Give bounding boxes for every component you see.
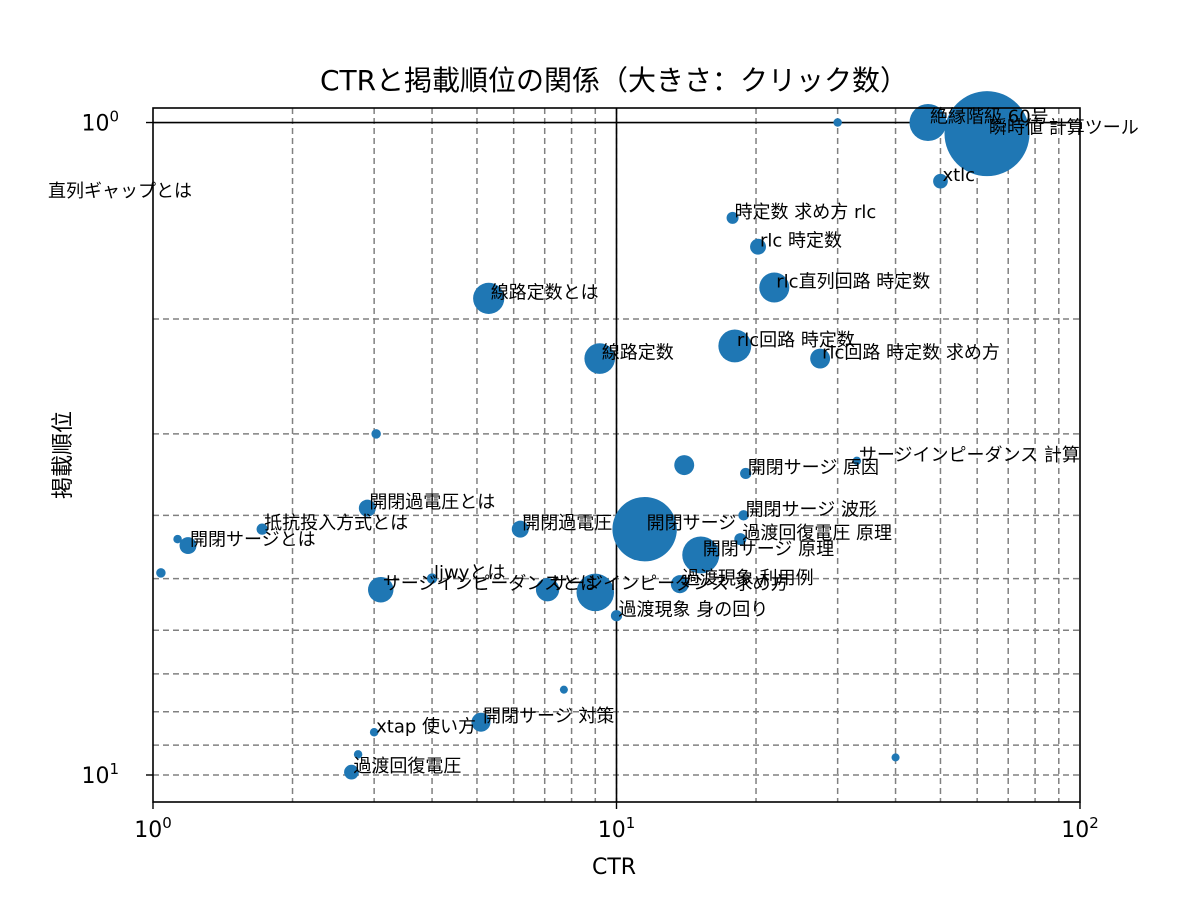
data-point [369, 728, 379, 737]
data-point [256, 523, 268, 535]
data-point [535, 578, 560, 602]
point-label: 開閉サージ [647, 513, 737, 534]
data-point [471, 712, 491, 732]
data-point [358, 499, 376, 517]
point-label: 時定数 求め方 rlc [735, 202, 877, 223]
x-axis-label: CTR [592, 855, 636, 880]
y-tick-exponent: 1 [109, 760, 119, 778]
point-label: サージインピーダンス 計算 [859, 445, 1080, 466]
point-label: 過渡回復電圧 [353, 756, 461, 777]
data-point [740, 467, 752, 480]
data-point [852, 456, 862, 466]
point-label: 開閉サージとは [190, 530, 316, 551]
data-point [759, 272, 790, 303]
point-label: xtap 使い方 [376, 716, 476, 737]
data-point [726, 211, 739, 224]
point-label: xtlc [942, 165, 975, 186]
point-label: 線路定数 [602, 343, 674, 364]
data-point [179, 537, 197, 555]
point-label: サージインピーダンス 求め方 [550, 574, 789, 595]
point-label: rlc回路 時定数 [737, 330, 855, 351]
y-axis-label: 掲載順位 [51, 411, 76, 499]
data-point [718, 329, 752, 363]
x-tick-label: 102 [1061, 814, 1099, 843]
data-point [734, 533, 747, 546]
data-point [473, 282, 505, 314]
point-label: 過渡現象 利用例 [682, 568, 814, 589]
point-label: ljwyとは [434, 563, 505, 584]
data-point [750, 238, 766, 255]
data-point [933, 173, 948, 189]
point-label: 過渡現象 身の回り [619, 600, 769, 621]
point-label: rlc回路 時定数 求め方 [822, 343, 1000, 364]
chart-title: CTRと掲載順位の関係（大きさ：クリック数） [320, 64, 908, 97]
data-point [738, 510, 749, 521]
point-label: 開閉サージ 原因 [748, 457, 879, 478]
data-point [426, 573, 438, 584]
data-points [156, 91, 1030, 780]
data-point [944, 91, 1030, 177]
point-label: rlc 時定数 [760, 231, 842, 252]
point-label: 開閉サージ 原理 [703, 539, 834, 560]
data-point [610, 610, 623, 622]
point-label: rlc直列回路 時定数 [776, 272, 930, 293]
data-point [511, 520, 529, 538]
data-point [576, 573, 615, 612]
point-label: 開閉サージ 対策 [483, 706, 614, 727]
point-label: 開閉過電圧とは [369, 492, 495, 513]
x-tick-exponent: 2 [1089, 814, 1099, 832]
y-tick-label: 100 [81, 108, 119, 137]
point-label: サージインピーダンスとは [383, 574, 598, 595]
data-point [344, 764, 359, 780]
point-label: 開閉サージ 波形 [746, 499, 877, 520]
y-tick-exponent: 0 [109, 108, 119, 126]
x-tick-exponent: 0 [162, 814, 172, 832]
point-label: 瞬時値 計算ツール [989, 118, 1139, 139]
point-label: 過渡回復電圧 原理 [742, 523, 892, 544]
point-label: 線路定数とは [491, 282, 599, 303]
data-point [368, 576, 394, 603]
data-point [584, 343, 616, 374]
data-point [833, 118, 842, 127]
data-point [670, 575, 689, 594]
y-tick-label: 101 [81, 760, 119, 789]
point-label: 絶縁階級 60号 [930, 107, 1049, 128]
data-point [559, 685, 568, 694]
point-label: 直列ギャップとは [48, 181, 192, 202]
data-point [173, 534, 182, 544]
data-point [909, 104, 947, 142]
data-point [682, 536, 720, 574]
point-label: 抵抗投入方式とは [264, 513, 408, 534]
data-point [612, 496, 677, 562]
data-point [371, 429, 381, 439]
data-point [156, 568, 166, 578]
x-tick-label: 101 [598, 814, 636, 843]
x-tick-exponent: 1 [626, 814, 636, 832]
data-point [674, 455, 695, 476]
data-point [891, 753, 900, 762]
x-tick-label: 100 [134, 814, 172, 843]
data-point [353, 750, 363, 759]
point-label: 開閉過電圧 [522, 513, 612, 534]
data-point [810, 348, 831, 369]
